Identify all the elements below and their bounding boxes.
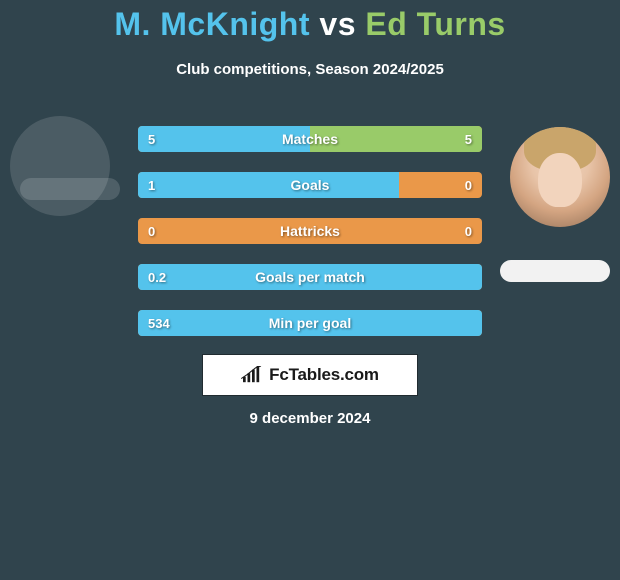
player2-avatar xyxy=(510,127,610,227)
stat-fill-left xyxy=(138,310,482,336)
player2-name-pill xyxy=(500,260,610,282)
stat-row: 10Goals xyxy=(138,172,482,198)
stat-bars: 55Matches10Goals00Hattricks0.2Goals per … xyxy=(138,126,482,356)
stat-value-left: 0 xyxy=(148,218,155,244)
stat-label: Hattricks xyxy=(138,218,482,244)
logo-box: FcTables.com xyxy=(202,354,418,396)
vs-text: vs xyxy=(319,6,356,42)
player1-avatar xyxy=(10,116,110,216)
stat-row: 0.2Goals per match xyxy=(138,264,482,290)
player1-name: M. McKnight xyxy=(114,6,310,42)
date-text: 9 december 2024 xyxy=(0,410,620,427)
player1-name-pill xyxy=(20,178,120,200)
stat-row: 534Min per goal xyxy=(138,310,482,336)
stat-value-right: 0 xyxy=(465,218,472,244)
player2-name: Ed Turns xyxy=(365,6,505,42)
stat-row: 0 0Hattricks xyxy=(138,218,482,244)
bar-chart-icon xyxy=(241,366,263,384)
stat-row: 55Matches xyxy=(138,126,482,152)
logo-text: FcTables.com xyxy=(269,365,379,385)
stat-fill-left xyxy=(138,126,310,152)
stat-value-right: 0 xyxy=(465,172,472,198)
stat-fill-left xyxy=(138,172,399,198)
subtitle: Club competitions, Season 2024/2025 xyxy=(0,61,620,78)
stat-fill-left xyxy=(138,264,482,290)
stat-fill-right xyxy=(310,126,482,152)
comparison-title: M. McKnight vs Ed Turns xyxy=(0,0,620,43)
